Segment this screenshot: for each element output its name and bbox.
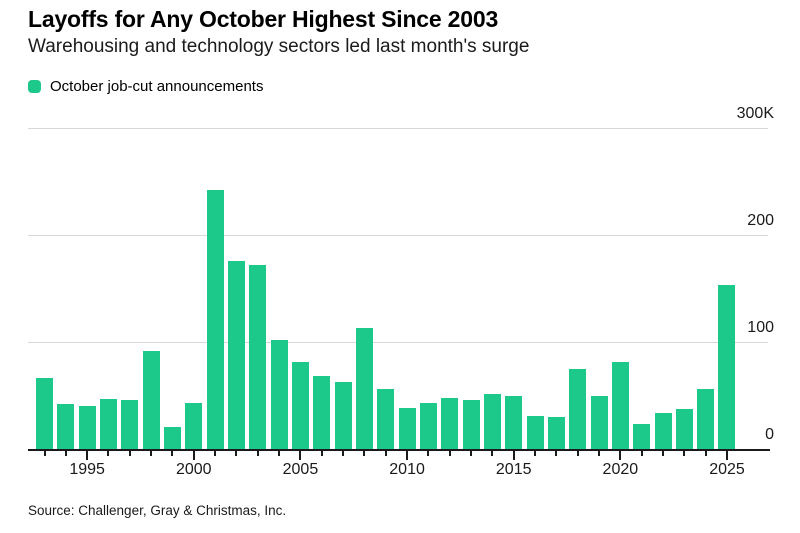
x-axis-tick [662,451,664,456]
bar-1999 [163,426,181,449]
bar-2009 [377,389,395,449]
bar-2004 [270,339,288,449]
x-axis-tick [640,451,643,456]
x-axis-tick [299,451,302,460]
bar-2025 [718,285,736,449]
x-axis-tick [512,451,515,460]
bar-2020 [611,362,629,449]
bar-2003 [249,264,267,449]
bar-2007 [334,381,352,449]
bar-2013 [462,399,480,449]
x-axis-tick [43,451,46,456]
chart-subtitle: Warehousing and technology sectors led l… [28,36,530,57]
bar-1997 [121,399,139,449]
x-axis-tick [619,451,622,460]
bar-2005 [291,362,309,449]
chart-title: Layoffs for Any October Highest Since 20… [28,6,499,32]
bar-1995 [78,406,96,449]
y-axis-tick-label: 100 [747,319,774,336]
x-axis-tick [406,451,409,460]
x-axis-tick [150,451,153,456]
bar-2008 [355,328,373,449]
bar-1993 [36,378,53,449]
bar-2001 [206,190,224,449]
x-axis-tick [683,451,686,456]
bar-2021 [633,424,651,449]
x-axis-tick [598,451,601,456]
x-axis-tick [171,451,174,456]
bar-2022 [654,412,672,449]
y-axis-tick-label: 0 [765,426,774,443]
bar-2015 [505,395,523,449]
x-axis-tick-label: 2010 [389,461,425,478]
x-axis-tick [320,451,323,456]
x-axis-tick-label: 2020 [602,461,639,478]
bar-2011 [419,402,437,449]
bar-2014 [483,394,501,449]
x-axis-tick [214,451,217,456]
x-axis-tick [448,451,451,456]
bar-2006 [313,376,331,449]
x-axis-tick-label: 2005 [282,461,319,478]
bar-2000 [185,402,203,449]
x-axis-tick [128,451,131,456]
bar-2017 [547,416,565,449]
x-axis-tick [384,451,387,456]
x-axis-tick [491,451,494,456]
bar-2012 [441,397,459,449]
x-axis-tick [256,451,259,456]
x-axis-tick [576,451,579,456]
y-gridline [28,128,768,129]
bar-2019 [590,395,608,449]
x-axis-tick [534,451,537,456]
x-axis-tick [342,451,345,456]
bar-2023 [675,409,693,449]
x-axis-tick [470,451,473,456]
y-axis-tick-label: 200 [747,212,774,229]
x-axis-tick [278,451,281,456]
y-gridline [28,342,768,343]
bar-2016 [526,415,544,449]
legend-swatch-icon [28,80,41,93]
y-gridline [28,235,768,236]
x-axis-line [28,449,770,451]
x-axis-tick [86,451,89,460]
x-axis-tick [64,451,67,456]
x-axis-tick-label: 2015 [495,461,532,478]
x-axis-tick [107,451,110,456]
x-axis-tick-label: 2000 [175,461,212,478]
legend-label: October job-cut announcements [50,78,264,95]
x-axis-tick [427,451,430,456]
legend: October job-cut announcements [28,78,263,95]
y-axis-tick-label: 300K [736,105,774,122]
bar-2024 [697,389,715,449]
bar-2010 [398,408,416,449]
bar-1998 [142,350,160,449]
x-axis-tick [555,451,558,456]
x-axis-tick [192,451,195,460]
x-axis-tick-label: 1995 [69,461,105,478]
bar-2018 [569,368,587,449]
bar-1994 [57,404,75,449]
x-axis-tick [235,451,238,456]
source-note: Source: Challenger, Gray & Christmas, In… [28,503,287,518]
x-axis-tick [725,451,728,460]
x-axis-tick-label: 2025 [709,461,745,478]
bar-2002 [227,260,245,449]
bar-1996 [99,398,117,449]
x-axis-tick [704,451,707,456]
x-axis-tick [363,451,366,456]
